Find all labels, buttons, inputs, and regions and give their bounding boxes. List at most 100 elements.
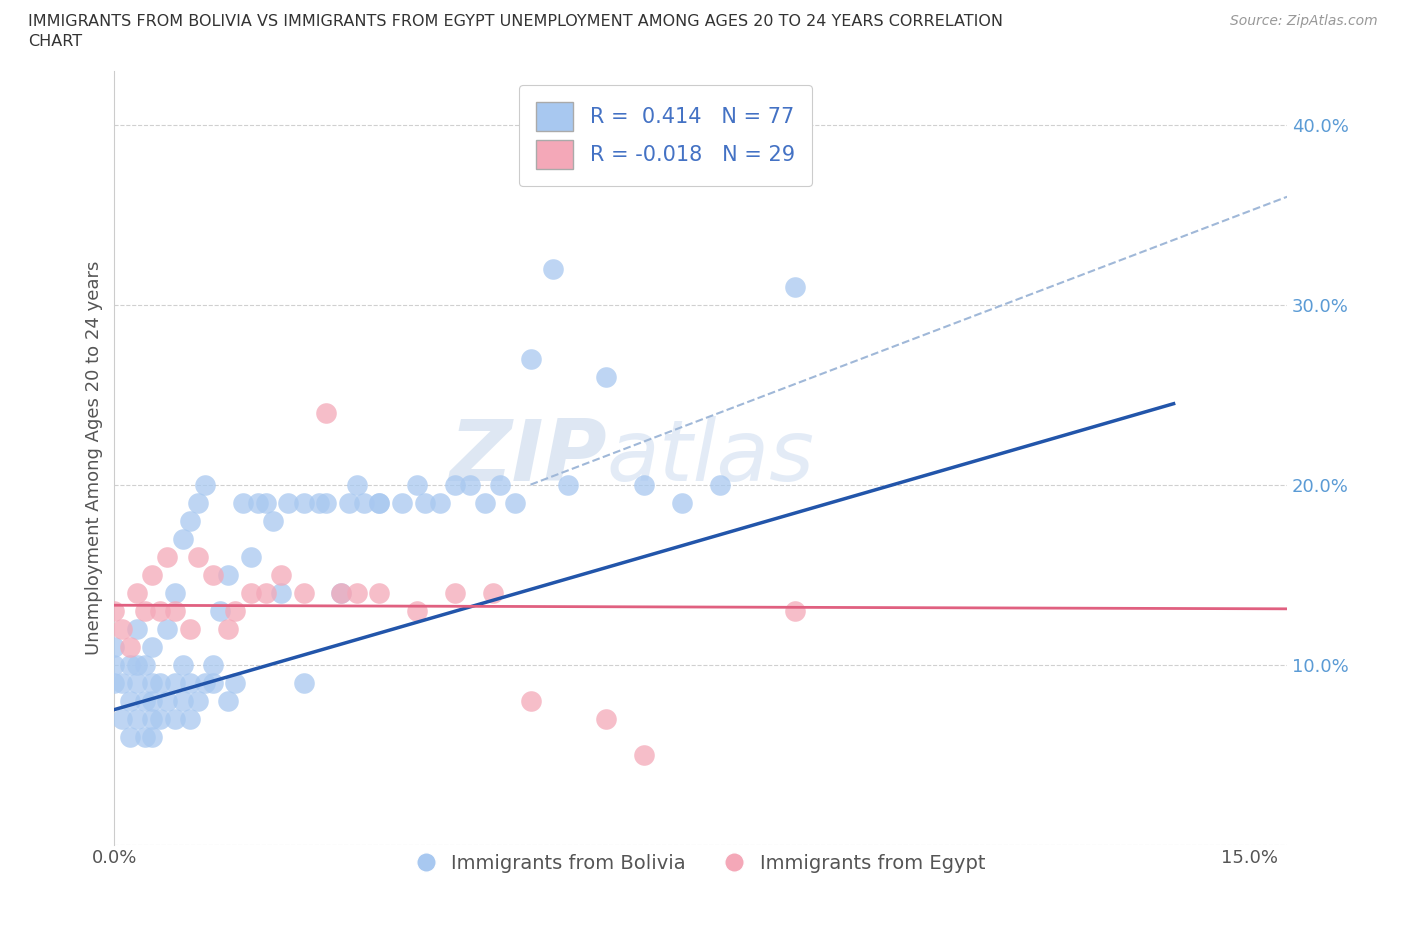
Point	[201, 567, 224, 582]
Point	[141, 729, 163, 744]
Point	[308, 495, 330, 510]
Point	[127, 658, 149, 672]
Point	[239, 550, 262, 565]
Point	[247, 495, 270, 510]
Point	[134, 693, 156, 708]
Point	[179, 711, 201, 726]
Point	[709, 477, 731, 492]
Point	[315, 495, 337, 510]
Point	[127, 675, 149, 690]
Point	[217, 693, 239, 708]
Point	[141, 567, 163, 582]
Point	[149, 604, 172, 618]
Point	[444, 477, 467, 492]
Point	[194, 477, 217, 492]
Point	[481, 585, 503, 600]
Point	[262, 513, 284, 528]
Point	[292, 675, 315, 690]
Point	[368, 585, 391, 600]
Point	[406, 477, 429, 492]
Point	[346, 585, 368, 600]
Point	[444, 585, 467, 600]
Point	[277, 495, 299, 510]
Point	[134, 604, 156, 618]
Point	[217, 621, 239, 636]
Point	[330, 585, 353, 600]
Text: atlas: atlas	[607, 417, 815, 499]
Point	[785, 279, 807, 294]
Point	[163, 585, 186, 600]
Point	[194, 675, 217, 690]
Point	[292, 585, 315, 600]
Point	[368, 495, 391, 510]
Point	[557, 477, 579, 492]
Point	[163, 604, 186, 618]
Point	[505, 495, 527, 510]
Point	[172, 693, 194, 708]
Point	[330, 585, 353, 600]
Point	[633, 477, 655, 492]
Point	[134, 729, 156, 744]
Point	[368, 495, 391, 510]
Point	[111, 675, 134, 690]
Point	[141, 711, 163, 726]
Point	[187, 495, 209, 510]
Point	[337, 495, 360, 510]
Point	[254, 585, 277, 600]
Point	[103, 604, 125, 618]
Point	[111, 621, 134, 636]
Point	[118, 693, 141, 708]
Legend: Immigrants from Bolivia, Immigrants from Egypt: Immigrants from Bolivia, Immigrants from…	[409, 846, 993, 882]
Point	[209, 604, 232, 618]
Point	[232, 495, 254, 510]
Point	[163, 675, 186, 690]
Text: ZIP: ZIP	[450, 417, 607, 499]
Point	[141, 693, 163, 708]
Point	[163, 711, 186, 726]
Point	[595, 369, 617, 384]
Point	[541, 261, 564, 276]
Y-axis label: Unemployment Among Ages 20 to 24 years: Unemployment Among Ages 20 to 24 years	[86, 260, 103, 655]
Point	[217, 567, 239, 582]
Point	[224, 604, 246, 618]
Point	[292, 495, 315, 510]
Point	[633, 747, 655, 762]
Point	[187, 550, 209, 565]
Text: Source: ZipAtlas.com: Source: ZipAtlas.com	[1230, 14, 1378, 28]
Point	[118, 658, 141, 672]
Point	[179, 675, 201, 690]
Point	[391, 495, 413, 510]
Text: IMMIGRANTS FROM BOLIVIA VS IMMIGRANTS FROM EGYPT UNEMPLOYMENT AMONG AGES 20 TO 2: IMMIGRANTS FROM BOLIVIA VS IMMIGRANTS FR…	[28, 14, 1002, 29]
Point	[141, 639, 163, 654]
Point	[353, 495, 375, 510]
Point	[141, 675, 163, 690]
Point	[201, 658, 224, 672]
Point	[156, 550, 179, 565]
Point	[671, 495, 693, 510]
Point	[149, 675, 172, 690]
Point	[413, 495, 436, 510]
Point	[785, 604, 807, 618]
Point	[127, 621, 149, 636]
Point	[201, 675, 224, 690]
Point	[519, 352, 541, 366]
Point	[315, 405, 337, 420]
Point	[270, 567, 292, 582]
Point	[149, 711, 172, 726]
Point	[224, 675, 246, 690]
Text: CHART: CHART	[28, 34, 82, 49]
Point	[489, 477, 512, 492]
Point	[458, 477, 481, 492]
Point	[111, 711, 134, 726]
Point	[127, 585, 149, 600]
Point	[172, 658, 194, 672]
Point	[103, 658, 125, 672]
Point	[156, 693, 179, 708]
Point	[270, 585, 292, 600]
Point	[118, 639, 141, 654]
Point	[406, 604, 429, 618]
Point	[134, 658, 156, 672]
Point	[156, 621, 179, 636]
Point	[346, 477, 368, 492]
Point	[595, 711, 617, 726]
